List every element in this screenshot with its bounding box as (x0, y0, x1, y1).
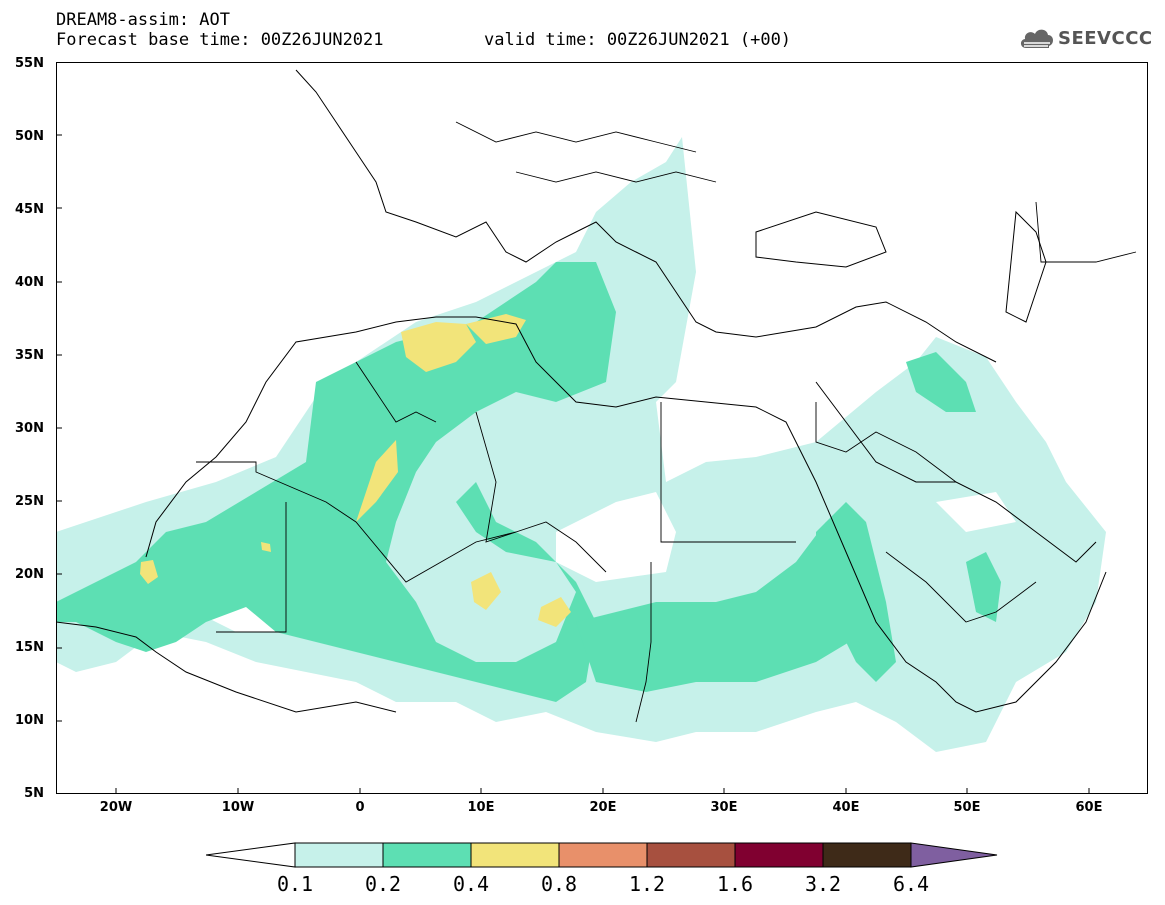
colorbar-label: 0.4 (452, 872, 490, 896)
graticule-ticks (56, 62, 1090, 794)
aot-band-high (466, 314, 526, 344)
map-border (56, 62, 1148, 794)
cloud-icon (1020, 29, 1054, 48)
border-line (1035, 201, 1137, 263)
lat-label: 10N (15, 713, 44, 728)
colorbar-segment (206, 842, 296, 868)
aot-clean-hole (556, 492, 676, 582)
valid-time: valid time: 00Z26JUN2021 (+00) (484, 30, 792, 50)
borders (196, 121, 1137, 723)
colorbar-segment (910, 842, 998, 868)
aot-band-high (261, 542, 271, 552)
aot-band-medium (816, 502, 896, 682)
colorbar-segment (382, 842, 472, 868)
black-sea-outline (755, 211, 887, 268)
logo-text: SEEVCCC (1058, 28, 1153, 49)
colorbar-segment (294, 842, 384, 868)
map (56, 62, 1148, 794)
lon-label: 10E (467, 800, 495, 815)
aot-band-high (140, 560, 158, 584)
aot-band-medium (576, 512, 876, 692)
border-line (660, 402, 796, 543)
lon-label: 50E (953, 800, 981, 815)
seevccc-logo: SEEVCCC (1018, 24, 1158, 54)
aot-band-high (538, 597, 571, 627)
lat-label: 30N (15, 421, 44, 436)
lon-label: 20E (589, 800, 617, 815)
border-line (355, 361, 437, 423)
colorbar-segment (646, 842, 736, 868)
colorbar-label: 6.4 (892, 872, 930, 896)
west-africa-coastline (56, 621, 397, 713)
colorbar (206, 842, 998, 868)
europe-coastline (295, 69, 997, 363)
lat-label: 25N (15, 494, 44, 509)
lat-label: 45N (15, 202, 44, 217)
caspian-outline (1005, 210, 1047, 323)
border-line (196, 461, 607, 583)
lat-label: 5N (24, 786, 44, 801)
lat-label: 55N (15, 56, 44, 71)
aot-shading (56, 137, 1106, 752)
colorbar-segment (822, 842, 912, 868)
lon-label: 40E (832, 800, 860, 815)
border-line (635, 562, 652, 723)
border-line (815, 402, 957, 483)
aot-band-high (401, 322, 476, 372)
colorbar-label: 0.8 (540, 872, 578, 896)
colorbar-segment (470, 842, 560, 868)
lat-label: 35N (15, 348, 44, 363)
colorbar-label: 1.6 (716, 872, 754, 896)
forecast-base-time: Forecast base time: 00Z26JUN2021 (56, 30, 384, 50)
lon-label: 0 (355, 800, 365, 815)
aot-band-medium (56, 262, 616, 702)
lon-label: 10W (221, 800, 255, 815)
colorbar-segment (734, 842, 824, 868)
border-line (515, 171, 717, 183)
aot-band-medium (906, 352, 976, 412)
lat-label: 50N (15, 129, 44, 144)
colorbar-segment (558, 842, 648, 868)
aot-band-medium (966, 552, 1001, 622)
lat-label: 15N (15, 640, 44, 655)
border-line (455, 121, 697, 153)
lon-label: 60E (1075, 800, 1103, 815)
colorbar-label: 1.2 (628, 872, 666, 896)
lat-label: 40N (15, 275, 44, 290)
aot-band-high (471, 572, 501, 610)
lon-label: 30E (710, 800, 738, 815)
border-line (216, 502, 287, 633)
colorbar-label: 0.2 (364, 872, 402, 896)
chart-title: DREAM8-assim: AOT (56, 10, 230, 30)
lon-label: 20W (99, 800, 133, 815)
colorbar-label: 3.2 (804, 872, 842, 896)
africa-coastline (145, 316, 1107, 713)
border-line (475, 411, 517, 543)
lat-label: 20N (15, 567, 44, 582)
border-line (885, 551, 1037, 623)
colorbar-label: 0.1 (276, 872, 314, 896)
aot-band-high (356, 440, 398, 522)
